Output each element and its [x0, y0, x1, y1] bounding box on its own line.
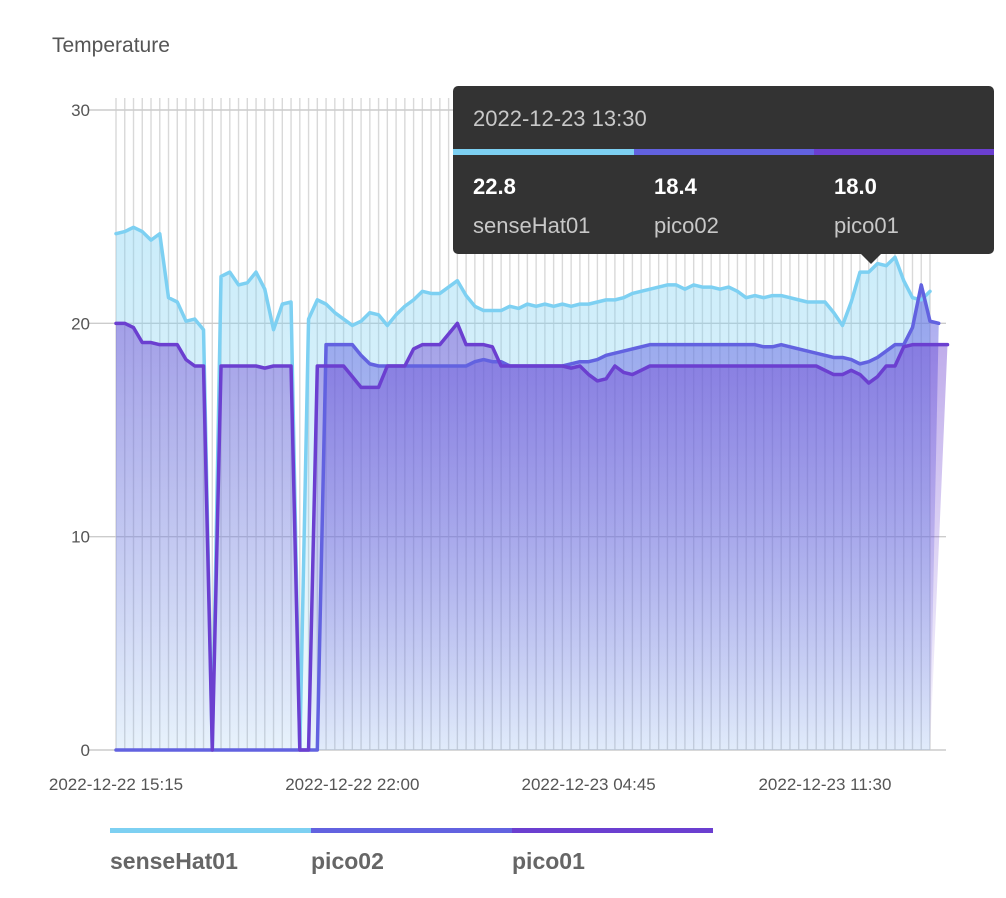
tooltip-name-sensehat01: senseHat01 — [473, 213, 591, 238]
tooltip-color-bar-pico01 — [814, 149, 994, 155]
tooltip-value-pico01: 18.0 — [834, 174, 877, 199]
x-tick-label: 2022-12-22 15:15 — [49, 775, 183, 794]
legend-label-pico02: pico02 — [311, 848, 384, 874]
legend-label-sensehat01: senseHat01 — [110, 848, 238, 874]
x-tick-label: 2022-12-22 22:00 — [285, 775, 419, 794]
y-tick-label: 10 — [71, 528, 90, 547]
y-axis-tick-labels: 0 10 20 30 — [71, 101, 90, 760]
y-tick-label: 30 — [71, 101, 90, 120]
tooltip-color-bar-sensehat01 — [453, 149, 634, 155]
x-axis-tick-labels: 2022-12-22 15:15 2022-12-22 22:00 2022-12-… — [49, 775, 892, 794]
line-pico01 — [114, 321, 950, 752]
legend-swatch-pico02 — [311, 828, 512, 833]
legend-label-pico01: pico01 — [512, 848, 585, 874]
legend-item-pico02[interactable]: pico02 — [311, 828, 512, 875]
line-sensehat01 — [114, 225, 932, 752]
legend-swatch-pico01 — [512, 828, 713, 833]
tooltip-name-pico01: pico01 — [834, 213, 899, 238]
legend-swatch-sensehat01 — [110, 828, 311, 833]
x-tick-label: 2022-12-23 04:45 — [522, 775, 656, 794]
x-tick-label: 2022-12-23 11:30 — [758, 775, 891, 794]
tooltip-pointer — [861, 254, 881, 264]
chart-title: Temperature — [52, 34, 170, 57]
tooltip-value-sensehat01: 22.8 — [473, 174, 516, 199]
data-tooltip: 2022-12-23 13:30 22.8 18.4 18.0 senseHat… — [453, 86, 994, 264]
series-lines — [114, 225, 950, 752]
tooltip-color-bar-pico02 — [634, 149, 814, 155]
y-tick-label: 0 — [81, 741, 90, 760]
tooltip-value-pico02: 18.4 — [654, 174, 697, 199]
legend-item-pico01[interactable]: pico01 — [512, 828, 713, 875]
legend-item-sensehat01[interactable]: senseHat01 — [110, 828, 311, 875]
area-pico01 — [116, 323, 948, 750]
tooltip-name-pico02: pico02 — [654, 213, 719, 238]
y-tick-label: 20 — [71, 314, 90, 333]
tooltip-date: 2022-12-23 13:30 — [473, 106, 647, 131]
